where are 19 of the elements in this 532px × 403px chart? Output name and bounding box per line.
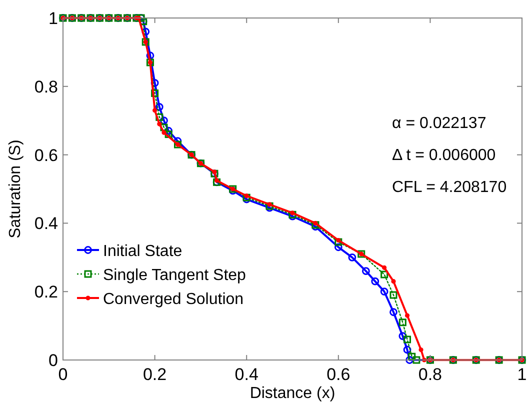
- x-tick-label: 1: [517, 365, 527, 384]
- x-tick-label: 0.2: [142, 365, 167, 384]
- legend-label: Single Tangent Step: [103, 267, 246, 284]
- y-tick-label: 0.4: [34, 214, 58, 234]
- legend-label: Converged Solution: [103, 291, 244, 308]
- y-tick-label: 0.2: [34, 282, 58, 302]
- x-tick-label: 0.6: [326, 365, 350, 384]
- y-tick-label: 1: [48, 9, 58, 28]
- x-tick-label: 0.4: [234, 365, 258, 384]
- annotation: α = 0.022137: [392, 115, 486, 132]
- y-tick-label: 0: [48, 351, 58, 370]
- y-axis-title: Saturation (S): [7, 140, 24, 238]
- annotation: Δ t = 0.006000: [392, 147, 496, 164]
- x-axis-title: Distance (x): [250, 385, 336, 402]
- annotation: CFL = 4.208170: [392, 179, 507, 196]
- x-tick-label: 0.8: [418, 365, 442, 384]
- y-tick-label: 0.8: [34, 77, 58, 96]
- legend-label: Initial State: [103, 243, 182, 260]
- y-tick-label: 0.6: [34, 146, 58, 165]
